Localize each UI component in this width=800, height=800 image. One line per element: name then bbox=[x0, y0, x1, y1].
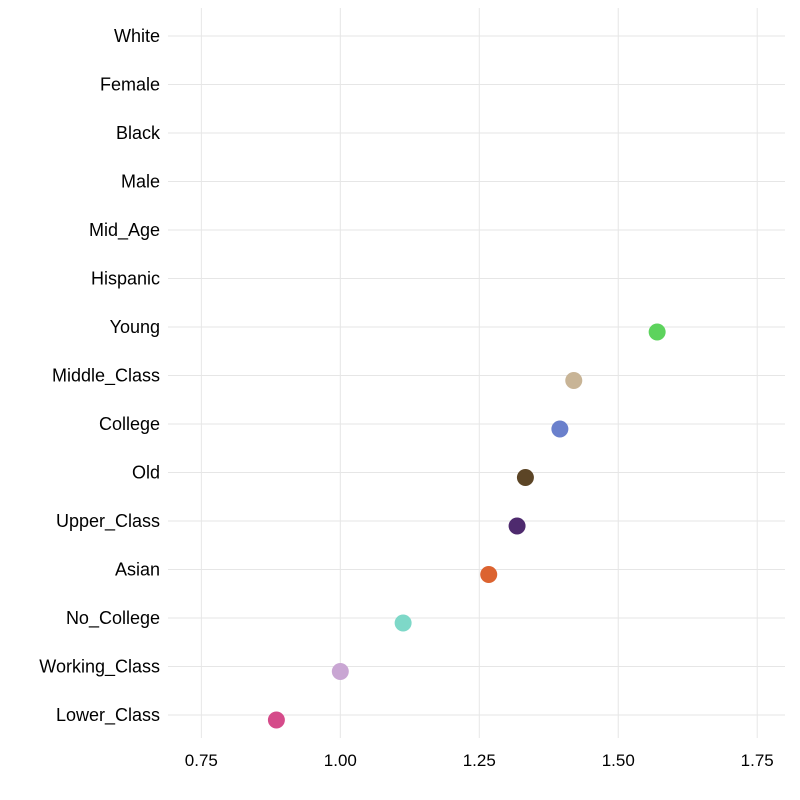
y-axis-labels: White Female Black Male Mid_Age Hispanic Young… bbox=[39, 26, 161, 726]
vertical-gridlines bbox=[200, 8, 758, 738]
y-axis-label: Hispanic bbox=[91, 269, 160, 289]
x-axis-tick-label: 1.50 bbox=[602, 751, 635, 770]
y-axis-label: Upper_Class bbox=[56, 511, 160, 532]
x-axis-tick-label: 1.00 bbox=[324, 751, 357, 770]
x-axis-tick-label: 1.75 bbox=[741, 751, 774, 770]
data-points bbox=[267, 323, 666, 729]
horizontal-gridlines bbox=[168, 35, 785, 716]
y-axis-label: Middle_Class bbox=[52, 366, 160, 387]
data-point-asian bbox=[480, 566, 498, 583]
x-axis-tick-label: 1.25 bbox=[463, 751, 496, 770]
y-axis-label: Working_Class bbox=[39, 657, 160, 678]
data-point-upper-class bbox=[508, 517, 526, 535]
data-point-old bbox=[516, 469, 534, 486]
y-axis-label: Female bbox=[100, 75, 160, 95]
y-axis-label: No_College bbox=[66, 608, 160, 629]
y-axis-label: Black bbox=[116, 123, 161, 143]
y-axis-label: White bbox=[114, 26, 160, 46]
x-axis-tick-label: 0.75 bbox=[185, 751, 218, 770]
y-axis-label: Old bbox=[132, 463, 160, 483]
y-axis-label: Young bbox=[110, 317, 160, 337]
y-axis-label: Male bbox=[121, 172, 160, 192]
x-axis-tick-labels: 0.75 1.00 1.25 1.50 1.75 bbox=[185, 751, 774, 770]
data-point-lower-class bbox=[267, 711, 285, 729]
data-point-working-class bbox=[331, 663, 349, 680]
y-axis-label: Lower_Class bbox=[56, 705, 160, 726]
y-axis-label: Mid_Age bbox=[89, 220, 160, 241]
y-axis-label: College bbox=[99, 414, 160, 434]
data-point-no-college bbox=[394, 614, 412, 632]
y-axis-label: Asian bbox=[115, 560, 160, 580]
data-point-college bbox=[551, 420, 569, 438]
data-point-middle-class bbox=[565, 372, 583, 389]
data-point-young bbox=[648, 323, 666, 341]
